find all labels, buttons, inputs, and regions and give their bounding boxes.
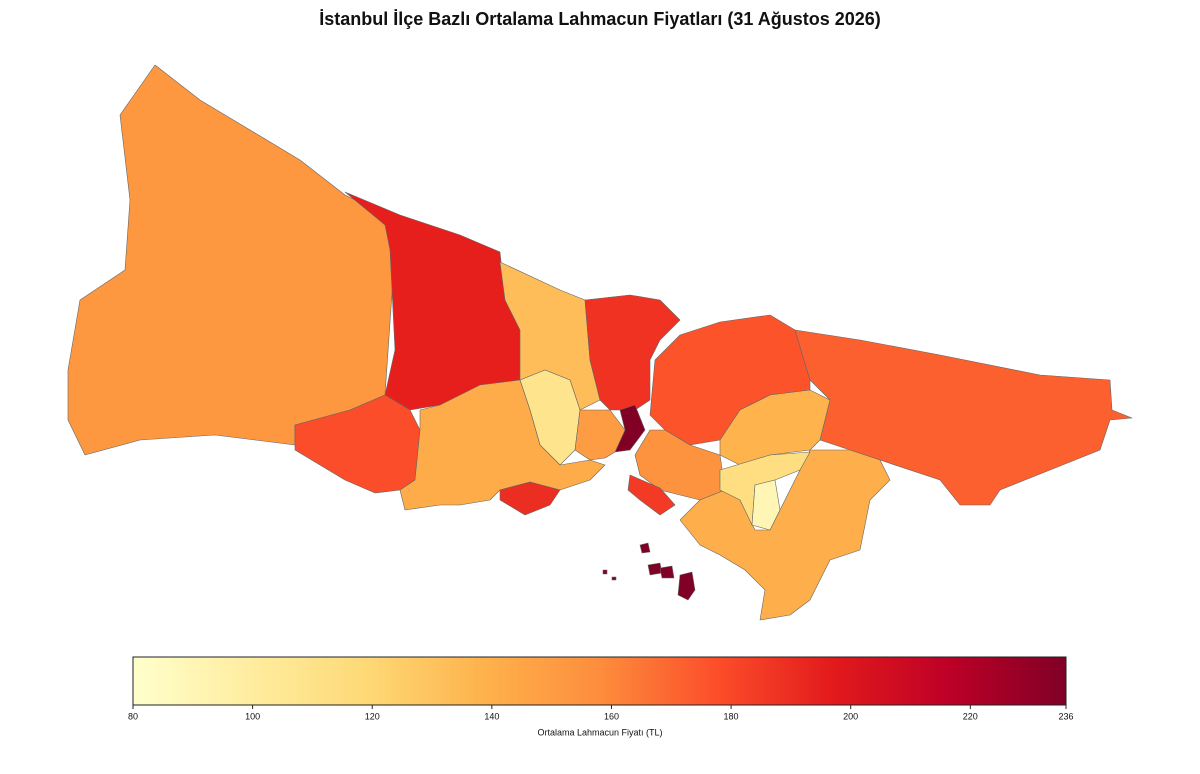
district [67, 64, 396, 456]
colorbar-tick-label: 200 [843, 711, 858, 721]
district [602, 569, 608, 575]
districts [67, 64, 1133, 621]
district [677, 571, 696, 601]
colorbar-tick-label: 100 [245, 711, 260, 721]
district [639, 542, 651, 554]
district [627, 474, 676, 516]
district [584, 294, 681, 411]
colorbar-tick-label: 120 [365, 711, 380, 721]
colorbar-label: Ortalama Lahmacun Fiyatı (TL) [537, 727, 662, 737]
colorbar-tick-label: 80 [128, 711, 138, 721]
district [751, 479, 781, 531]
district [574, 409, 626, 461]
colorbar-tick-label: 236 [1058, 711, 1073, 721]
colorbar-ticks: 80 100 120 140 160 180 200 220 236 [128, 705, 1074, 721]
colorbar-tick-label: 140 [484, 711, 499, 721]
colorbar-tick-label: 160 [604, 711, 619, 721]
district [611, 576, 617, 581]
colorbar-tick-label: 220 [963, 711, 978, 721]
district [659, 565, 675, 579]
district [794, 329, 1133, 506]
district [499, 481, 561, 516]
colorbar [132, 656, 1067, 706]
colorbar-tick-label: 180 [724, 711, 739, 721]
map-title: İstanbul İlçe Bazlı Ortalama Lahmacun Fi… [319, 9, 881, 29]
